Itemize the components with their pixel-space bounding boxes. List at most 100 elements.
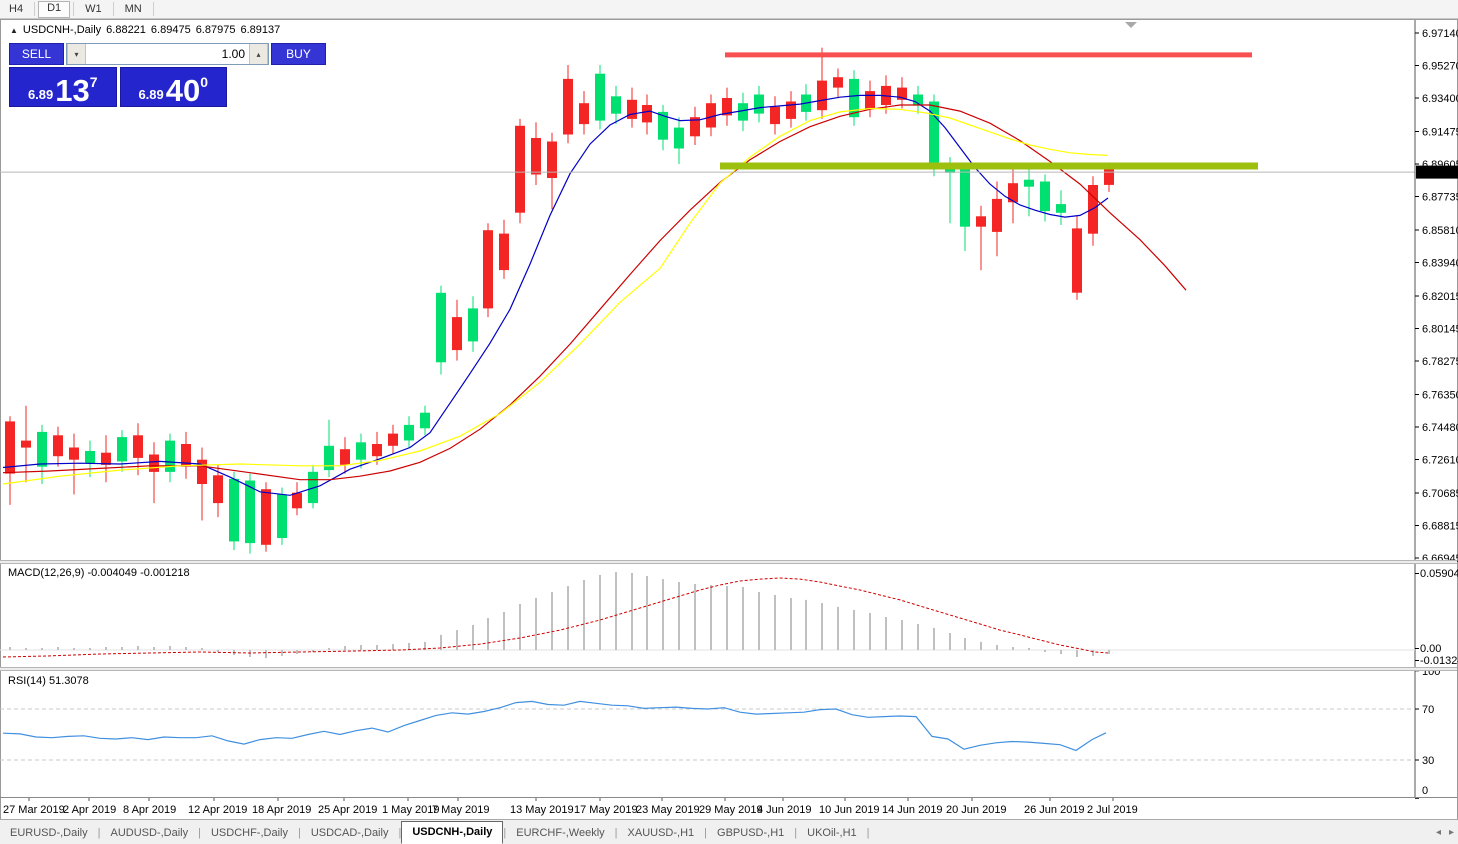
rsi-line: [2, 700, 1107, 752]
sell-price-button[interactable]: 6.89 13 7: [9, 67, 117, 107]
candle-body: [53, 435, 63, 457]
candle-body: [770, 106, 780, 125]
candle-body: [388, 433, 398, 446]
candle-body: [690, 117, 700, 137]
candle-body: [101, 452, 111, 465]
candle-body: [1040, 181, 1050, 212]
buy-price-button[interactable]: 6.89 40 0: [119, 67, 227, 107]
timeframe-button-mn[interactable]: MN: [124, 2, 142, 15]
candle-body: [452, 317, 462, 351]
date-label: 1 May 2019: [382, 804, 439, 816]
price-axis-value: 6.87735: [1422, 192, 1458, 204]
volume-decrease-button[interactable]: ▾: [67, 44, 86, 64]
price-axis-value: 6.97140: [1422, 28, 1458, 40]
rsi-axis-value: 30: [1422, 755, 1434, 767]
panel-splitter-macd[interactable]: [0, 560, 1457, 564]
candle-body: [754, 94, 764, 114]
candle-body: [1072, 228, 1082, 293]
toolbar-separator: [112, 2, 114, 16]
chart-tab-xauusdh1[interactable]: XAUUSD-,H1: [627, 827, 695, 839]
candle-body: [499, 233, 509, 271]
macd-axis-value: -0.013246: [1420, 655, 1458, 667]
chart-tab-usdcaddaily[interactable]: USDCAD-,Daily: [310, 827, 389, 839]
candle-body: [1104, 169, 1114, 185]
candle-body: [929, 101, 939, 170]
tab-nav-right-icon[interactable]: ▸: [1448, 827, 1454, 838]
candle-body: [627, 99, 637, 119]
candle-body: [181, 444, 191, 467]
panel-splitter-rsi[interactable]: [0, 667, 1457, 671]
chart-tab-usdchfdaily[interactable]: USDCHF-,Daily: [210, 827, 288, 839]
chart-tab-eurchfweekly[interactable]: EURCHF-,Weekly: [516, 827, 605, 839]
timeframe-button-w1[interactable]: W1: [85, 2, 102, 15]
ma-slow-yellow: [2, 107, 1109, 485]
triangle-down-icon: ▾: [74, 49, 79, 59]
timeframe-button-h4[interactable]: H4: [9, 2, 24, 15]
date-label: 12 Apr 2019: [188, 804, 247, 816]
date-label: 2 Jul 2019: [1087, 804, 1138, 816]
sell-price-prefix: 6.89: [27, 86, 54, 102]
candle-body: [165, 440, 175, 472]
chart-tab-ukoilh1[interactable]: UKOil-,H1: [807, 827, 857, 839]
candle-body: [897, 87, 907, 100]
sell-button[interactable]: SELL: [9, 43, 64, 65]
chart-tab-audusddaily[interactable]: AUDUSD-,Daily: [110, 827, 189, 839]
candle-body: [1024, 179, 1034, 187]
candle-body: [579, 103, 589, 125]
volume-input[interactable]: [86, 44, 249, 64]
candle-body: [706, 103, 716, 128]
tab-nav-left-icon[interactable]: ◂: [1435, 827, 1441, 838]
price-axis-value: 6.82015: [1422, 291, 1458, 303]
date-axis-line: [0, 797, 1457, 798]
candle-body: [1008, 183, 1018, 203]
timeframe-toolbar: H4 D1 W1 MN: [0, 0, 1458, 19]
ohlc-high: 6.89475: [150, 24, 191, 36]
price-axis-value: 6.80145: [1422, 324, 1458, 336]
volume-increase-button[interactable]: ▴: [249, 44, 268, 64]
candle-body: [133, 435, 143, 458]
date-label: 13 May 2019: [510, 804, 574, 816]
date-label: 23 May 2019: [636, 804, 700, 816]
sell-price-sup: 7: [89, 74, 98, 90]
date-label: 20 Jun 2019: [946, 804, 1007, 816]
candle-body: [786, 101, 796, 119]
candle-body: [611, 96, 621, 114]
chart-tab-eurusddaily[interactable]: EURUSD-,Daily: [10, 827, 88, 839]
candle-body: [261, 489, 271, 545]
rsi-axis-value: 70: [1422, 704, 1434, 716]
chart-tab-gbpusdh1[interactable]: GBPUSD-,H1: [717, 827, 785, 839]
candle-body: [229, 478, 239, 542]
tab-separator: |: [704, 827, 708, 839]
buy-button[interactable]: BUY: [271, 43, 326, 65]
candle-body: [85, 451, 95, 464]
toolbar-separator: [73, 2, 75, 16]
macd-axis-value: 0.059048: [1420, 568, 1458, 580]
candle-body: [372, 444, 382, 457]
tab-separator: |: [297, 827, 301, 839]
buy-price-prefix: 6.89: [138, 86, 164, 102]
candle-body: [976, 216, 986, 227]
date-label: 4 Jun 2019: [757, 804, 811, 816]
current-price-tag-value: 6.89137: [1419, 167, 1458, 179]
candle-body: [420, 412, 430, 429]
candle-body: [642, 105, 652, 123]
candle-body: [722, 98, 732, 116]
price-axis-value: 6.72610: [1422, 455, 1458, 467]
tab-separator: |: [398, 827, 402, 839]
timeframe-button-d1[interactable]: D1: [38, 0, 71, 18]
candle-body: [1056, 204, 1066, 213]
chart-tab-bar: EURUSD-,Daily | AUDUSD-,Daily | USDCHF-,Dail…: [0, 819, 1458, 844]
candle-body: [436, 292, 446, 363]
date-label: 17 May 2019: [574, 804, 638, 816]
price-axis-value: 6.68815: [1422, 521, 1458, 533]
ohlc-close: 6.89137: [240, 24, 281, 36]
ohlc-low: 6.87975: [195, 24, 236, 36]
candle-body: [658, 111, 668, 140]
macd-signal-line: [2, 577, 1109, 658]
candle-body: [833, 77, 843, 88]
candle-body: [356, 442, 366, 460]
symbol-collapse-icon[interactable]: ▲: [10, 25, 18, 35]
chart-tab-usdcnhdaily[interactable]: USDCNH-,Daily: [401, 821, 504, 844]
